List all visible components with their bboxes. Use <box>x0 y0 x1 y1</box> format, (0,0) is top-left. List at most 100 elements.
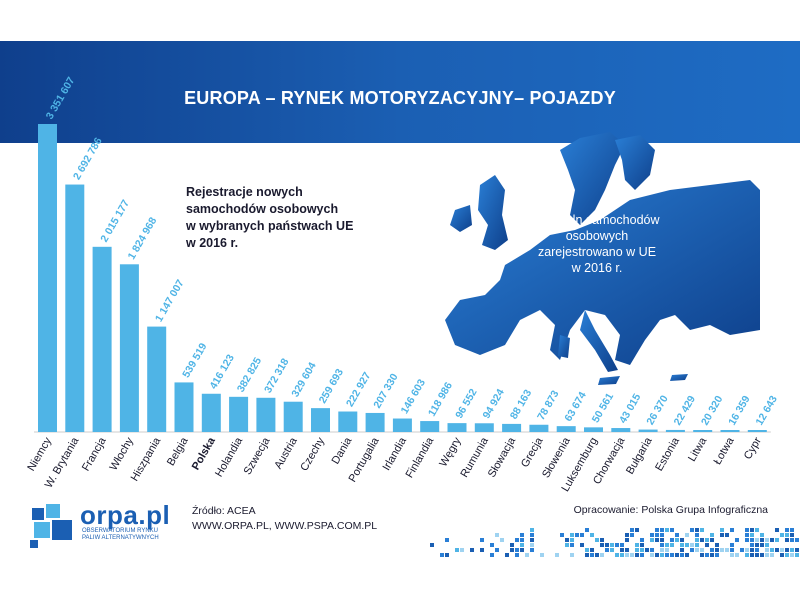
pixel-square <box>690 548 694 552</box>
pixel-square <box>480 538 484 542</box>
category-label: Austria <box>272 435 300 471</box>
category-label: Holandia <box>213 435 246 479</box>
pixel-square <box>655 533 659 537</box>
pixel-square <box>530 533 534 537</box>
pixel-square <box>595 538 599 542</box>
bar-słowenia <box>556 426 576 432</box>
bar-węgry <box>447 423 467 432</box>
pixel-square <box>590 548 594 552</box>
category-label: Belgia <box>165 435 191 468</box>
pixel-square <box>695 548 699 552</box>
pixel-square <box>655 538 659 542</box>
value-label: 1 824 968 <box>126 215 160 262</box>
pixel-square <box>500 538 504 542</box>
bar-cypr <box>747 430 767 432</box>
pixel-square <box>735 553 739 557</box>
pixel-square <box>670 528 674 532</box>
logo-tagline: OBSERWATORIUM RYNKU PALIW ALTERNATYWNYCH <box>82 528 202 542</box>
pixel-square <box>570 533 574 537</box>
pixel-square <box>445 538 449 542</box>
pixel-square <box>785 528 789 532</box>
bar-hiszpania <box>147 326 167 432</box>
pixel-square <box>755 543 759 547</box>
bar-estonia <box>665 429 685 432</box>
pixel-square <box>515 548 519 552</box>
bar-belgia <box>174 382 194 432</box>
pixel-square <box>780 533 784 537</box>
pixel-square <box>490 553 494 557</box>
pixel-square <box>520 533 524 537</box>
pixel-square <box>515 553 519 557</box>
pixel-square <box>620 553 624 557</box>
pixel-square <box>695 543 699 547</box>
bar-polska <box>201 393 221 432</box>
pixel-square <box>680 543 684 547</box>
pixel-square <box>565 538 569 542</box>
pixel-square <box>520 538 524 542</box>
bar-w-brytania <box>65 184 85 432</box>
pixel-square <box>615 553 619 557</box>
pixel-square <box>625 533 629 537</box>
pixel-square <box>665 548 669 552</box>
pixel-square <box>505 553 509 557</box>
bar-francja <box>92 246 112 432</box>
pixel-square <box>780 548 784 552</box>
pixel-square <box>650 533 654 537</box>
category-label: Łotwa <box>712 435 738 467</box>
pixel-square <box>640 543 644 547</box>
pixel-square <box>570 538 574 542</box>
pixel-square <box>700 548 704 552</box>
pixel-square <box>665 543 669 547</box>
value-label: 78 873 <box>535 388 562 422</box>
pixel-square <box>610 548 614 552</box>
pixel-square <box>680 538 684 542</box>
pixel-square <box>495 548 499 552</box>
pixel-square <box>765 543 769 547</box>
pixel-square <box>730 543 734 547</box>
pixel-square <box>480 548 484 552</box>
credit: Opracowanie: Polska Grupa Infograficzna <box>573 504 768 516</box>
pixel-square <box>695 528 699 532</box>
pixel-square <box>755 528 759 532</box>
pixel-square <box>620 548 624 552</box>
value-label: 50 561 <box>590 391 617 425</box>
bar-czechy <box>311 408 330 432</box>
bar-szwecja <box>256 397 276 432</box>
pixel-square <box>635 548 639 552</box>
pixel-square <box>640 553 644 557</box>
orpa-logo <box>30 504 72 548</box>
value-label: 146 603 <box>399 377 428 416</box>
bar-łotwa <box>720 430 740 432</box>
value-label: 43 015 <box>617 392 644 426</box>
bar-irlandia <box>392 418 412 432</box>
value-label: 416 123 <box>208 352 237 391</box>
pixel-square <box>715 553 719 557</box>
pixel-square <box>685 543 689 547</box>
pixel-square <box>745 528 749 532</box>
pixel-square <box>655 553 659 557</box>
pixel-square <box>515 538 519 542</box>
pixel-square <box>795 553 799 557</box>
pixel-square <box>730 553 734 557</box>
pixel-square <box>555 553 559 557</box>
pixel-square <box>635 528 639 532</box>
pixel-square <box>705 538 709 542</box>
category-label: Litwa <box>686 435 710 464</box>
category-label: Niemcy <box>25 435 54 473</box>
bar-niemcy <box>38 124 57 432</box>
category-label: Dania <box>330 435 355 467</box>
pixel-square <box>785 553 789 557</box>
pixel-square <box>455 548 459 552</box>
value-label: 1 147 007 <box>153 278 187 325</box>
pixel-square <box>685 553 689 557</box>
page-title: EUROPA – RYNEK MOTORYZACYJNY– POJAZDY <box>184 88 616 108</box>
pixel-square <box>680 548 684 552</box>
pixel-square <box>640 548 644 552</box>
pixel-square <box>510 543 514 547</box>
pixel-square <box>565 543 569 547</box>
value-label: 26 370 <box>644 393 671 427</box>
pixel-square <box>445 553 449 557</box>
header-band <box>0 41 800 143</box>
category-label: Grecja <box>519 435 546 470</box>
